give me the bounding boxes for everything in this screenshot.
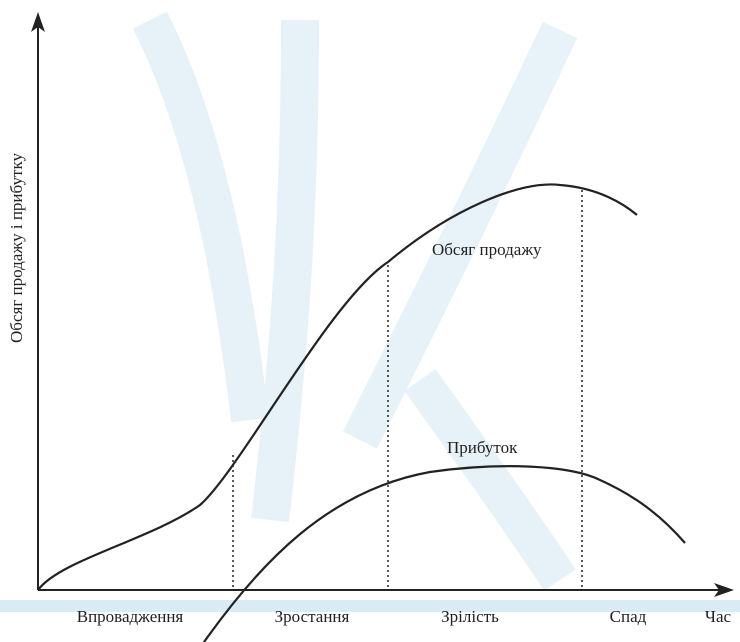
watermark bbox=[150, 20, 560, 580]
curve-label: Обсяг продажу bbox=[432, 240, 542, 259]
diagram: Обсяг продажу Прибуток Впровадження Зрос… bbox=[0, 0, 740, 642]
axes bbox=[38, 25, 720, 590]
curve-label: Прибуток bbox=[447, 438, 518, 457]
stage-label: Зрілість bbox=[441, 607, 499, 626]
stage-label: Зростання bbox=[275, 607, 350, 626]
stage-label: Впровадження bbox=[77, 607, 184, 626]
x-axis-label: Час bbox=[705, 607, 732, 626]
y-axis-label: Обсяг продажу і прибутку bbox=[7, 153, 26, 343]
stage-label: Спад bbox=[610, 607, 647, 626]
